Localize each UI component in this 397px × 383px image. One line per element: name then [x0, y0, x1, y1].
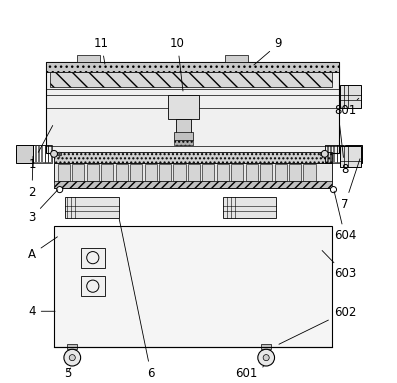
Text: 5: 5 [64, 367, 71, 380]
Bar [58, 165, 70, 181]
Bar [116, 165, 128, 181]
Text: 2: 2 [28, 156, 36, 199]
Bar [50, 72, 331, 87]
Text: 10: 10 [170, 38, 185, 91]
Circle shape [64, 349, 81, 366]
Bar [225, 56, 248, 62]
Circle shape [57, 187, 63, 193]
Bar [36, 146, 39, 162]
Bar [33, 145, 52, 163]
Bar [39, 146, 41, 162]
Circle shape [263, 355, 269, 361]
Bar [45, 146, 48, 162]
Bar [57, 152, 61, 155]
Bar [159, 165, 171, 181]
Bar [67, 344, 77, 349]
Bar [42, 146, 44, 162]
Bar [54, 163, 331, 182]
Circle shape [330, 187, 337, 193]
Bar [303, 165, 316, 181]
Bar [173, 165, 185, 181]
Bar [66, 197, 119, 218]
Bar [217, 165, 229, 181]
Bar [101, 165, 113, 181]
Bar [54, 181, 331, 188]
Bar [87, 165, 99, 181]
Text: 9: 9 [254, 38, 282, 65]
Bar [328, 146, 330, 162]
Bar [345, 145, 362, 163]
Bar [81, 248, 105, 268]
Bar [176, 119, 191, 133]
Bar [174, 140, 193, 145]
Bar [46, 62, 339, 154]
Text: 3: 3 [28, 190, 58, 224]
Circle shape [258, 349, 275, 366]
Bar [46, 62, 339, 72]
Bar [337, 146, 339, 162]
Bar [81, 276, 105, 296]
Bar [231, 165, 243, 181]
Bar [261, 344, 271, 349]
Bar [325, 145, 344, 163]
Bar [202, 165, 214, 181]
Text: 1: 1 [28, 126, 53, 170]
Bar [174, 132, 193, 140]
Bar [340, 146, 343, 162]
Bar [188, 165, 200, 181]
Circle shape [87, 280, 99, 292]
Text: 603: 603 [322, 250, 356, 280]
Bar [54, 152, 331, 163]
Text: 8: 8 [339, 124, 349, 176]
Bar [130, 165, 142, 181]
Bar [223, 197, 276, 218]
Bar [16, 145, 33, 163]
Bar [289, 165, 301, 181]
Text: 601: 601 [235, 367, 264, 380]
Text: 604: 604 [334, 191, 356, 242]
Bar [33, 146, 35, 162]
Text: 11: 11 [94, 38, 109, 64]
Bar [275, 165, 287, 181]
Bar [334, 146, 337, 162]
Text: 602: 602 [279, 306, 356, 344]
Bar [77, 56, 100, 62]
Circle shape [321, 151, 328, 157]
Bar [320, 152, 324, 155]
Bar [54, 226, 331, 347]
Bar [246, 165, 258, 181]
Text: 801: 801 [334, 98, 359, 117]
Bar [168, 95, 198, 119]
Circle shape [87, 252, 99, 264]
Text: 6: 6 [119, 219, 155, 380]
Text: 7: 7 [341, 159, 360, 211]
Bar [48, 146, 50, 162]
Bar [260, 165, 272, 181]
Circle shape [50, 151, 58, 157]
Text: 4: 4 [28, 305, 55, 318]
Bar [72, 165, 85, 181]
Bar [331, 146, 333, 162]
Bar [145, 165, 157, 181]
Circle shape [69, 355, 75, 361]
Bar [325, 146, 328, 162]
Bar [340, 146, 361, 167]
Bar [340, 85, 361, 108]
Text: A: A [28, 237, 58, 261]
